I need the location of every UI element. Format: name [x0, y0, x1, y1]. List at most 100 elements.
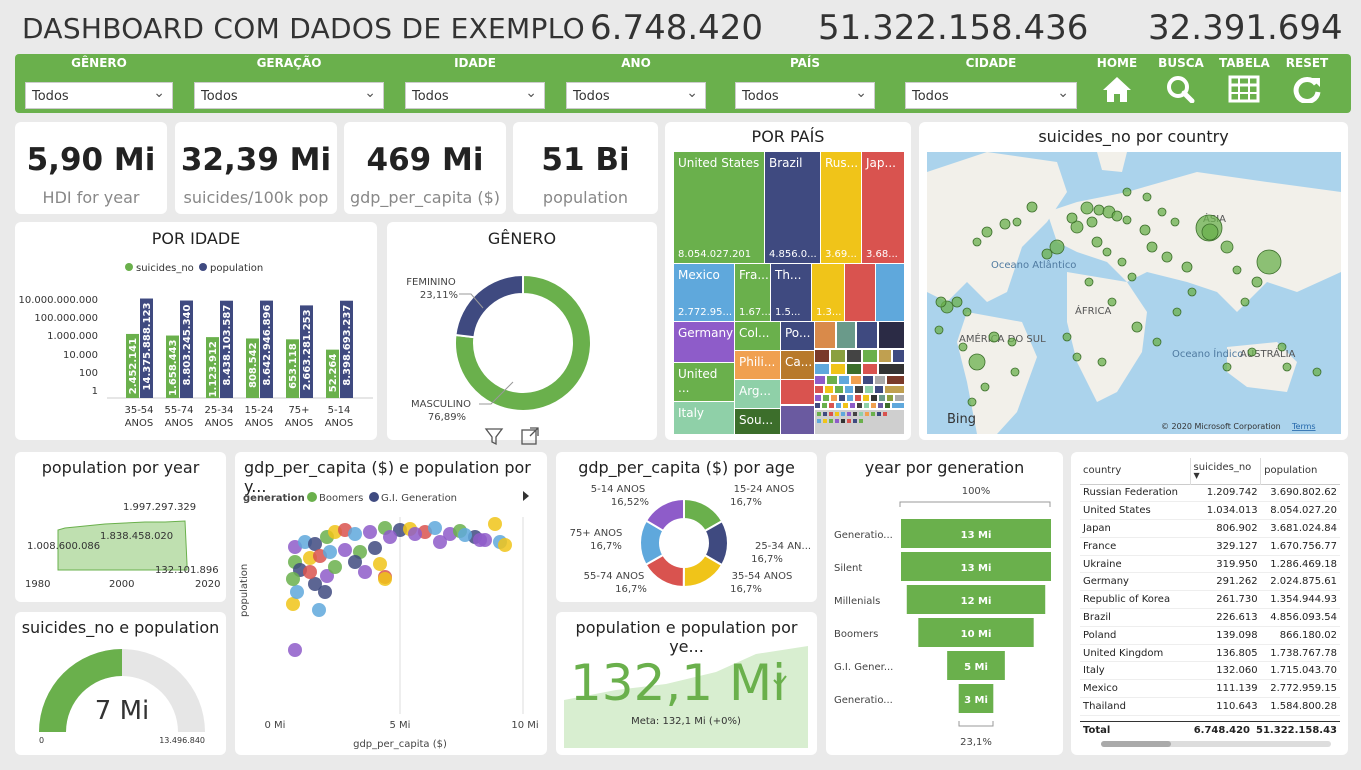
- funnel-bar[interactable]: [947, 651, 1005, 680]
- map-bubble[interactable]: [958, 342, 968, 352]
- map-bubble[interactable]: [1107, 297, 1117, 307]
- idade-bar-population[interactable]: [140, 298, 153, 398]
- map-bubble[interactable]: [951, 296, 963, 308]
- map-bubble[interactable]: [1282, 362, 1292, 372]
- map-bubble[interactable]: [1201, 223, 1219, 241]
- table-row[interactable]: Italy 132.060 1.715.043.70: [1080, 661, 1340, 681]
- idade-bar-suicides_no[interactable]: [286, 339, 299, 398]
- map-bubble[interactable]: [1251, 276, 1263, 288]
- idade-bar-population[interactable]: [260, 300, 273, 398]
- map-bubble[interactable]: [1127, 272, 1137, 282]
- tm-philippines[interactable]: Phili...: [735, 351, 780, 379]
- table-row[interactable]: Germany 291.262 2.024.875.61: [1080, 572, 1340, 592]
- map-bubble[interactable]: [1277, 342, 1287, 352]
- table-row[interactable]: United Kingdom 136.805 1.738.767.78: [1080, 644, 1340, 663]
- filter-icon[interactable]: [484, 426, 504, 446]
- map-bubble[interactable]: [967, 397, 977, 407]
- map-bubble[interactable]: [1062, 332, 1072, 342]
- map-bubble[interactable]: [1222, 362, 1232, 372]
- map-bubble[interactable]: [988, 331, 1000, 343]
- idade-bar-population[interactable]: [220, 300, 233, 398]
- map-bubble[interactable]: [1172, 307, 1182, 317]
- map-bubble[interactable]: [1181, 261, 1193, 273]
- map-bubble[interactable]: [1097, 357, 1107, 367]
- tm-country-9[interactable]: [845, 264, 875, 321]
- idade-bar-population[interactable]: [340, 300, 353, 398]
- map-bubble[interactable]: [972, 237, 982, 247]
- scatter-point[interactable]: [363, 525, 377, 539]
- reset-button[interactable]: RESET: [1282, 56, 1332, 103]
- scatter-point[interactable]: [458, 528, 472, 542]
- scatter-point[interactable]: [328, 560, 342, 574]
- map-bubble[interactable]: [934, 325, 944, 335]
- funnel-bar[interactable]: [901, 519, 1051, 548]
- map-bubble[interactable]: [1093, 204, 1105, 216]
- table-row[interactable]: France 329.127 1.670.756.77: [1080, 537, 1340, 556]
- map-bubble[interactable]: [1157, 207, 1167, 217]
- filter-ano-select[interactable]: Todos ⌄: [566, 82, 706, 109]
- scatter-point[interactable]: [286, 597, 300, 611]
- funnel-bar[interactable]: [918, 618, 1034, 647]
- map-bubble[interactable]: [1049, 239, 1065, 255]
- map-bubble[interactable]: [981, 226, 993, 238]
- horizontal-scrollbar[interactable]: [1101, 741, 1331, 747]
- filter-pais-select[interactable]: Todos ⌄: [735, 82, 875, 109]
- idade-bar-suicides_no[interactable]: [206, 337, 219, 398]
- table-row[interactable]: Mexico 111.139 2.772.959.15: [1080, 679, 1340, 699]
- idade-bar-population[interactable]: [180, 300, 193, 398]
- age-slice[interactable]: [644, 497, 685, 533]
- scatter-point[interactable]: [323, 545, 337, 559]
- scatter-point[interactable]: [288, 643, 302, 657]
- idade-bar-suicides_no[interactable]: [126, 333, 139, 398]
- table-row[interactable]: Thailand 110.643 1.584.800.28: [1080, 697, 1340, 716]
- map-bubble[interactable]: [962, 307, 972, 317]
- tm-thailand[interactable]: Th... 1.5...: [771, 264, 811, 321]
- filter-idade-select[interactable]: Todos ⌄: [405, 82, 545, 109]
- tm-argentina[interactable]: Arg...: [735, 380, 780, 408]
- map-bubble[interactable]: [1312, 367, 1322, 377]
- world-map[interactable]: Oceano Atlântico ÁFRICA AMÉRICA DO SUL O…: [927, 152, 1341, 434]
- genero-slice[interactable]: [454, 273, 592, 412]
- map-bubble[interactable]: [1240, 297, 1250, 307]
- scatter-point[interactable]: [428, 521, 442, 535]
- map-bubble[interactable]: [1066, 212, 1078, 224]
- idade-bar-suicides_no[interactable]: [326, 349, 339, 398]
- map-bubble[interactable]: [1232, 265, 1242, 275]
- scatter-point[interactable]: [303, 565, 317, 579]
- map-bubble[interactable]: [1131, 321, 1143, 333]
- map-bubble[interactable]: [1091, 236, 1103, 248]
- scatter-point[interactable]: [308, 577, 322, 591]
- tm-portugal[interactable]: Po...: [781, 322, 814, 350]
- search-button[interactable]: BUSCA: [1156, 56, 1206, 103]
- tm-united-states[interactable]: United States 8.054.027.201: [674, 152, 764, 263]
- map-bubble[interactable]: [1102, 247, 1112, 257]
- filter-cidade-select[interactable]: Todos ⌄: [905, 82, 1077, 109]
- tm-united-kingdom[interactable]: United ...: [674, 363, 734, 401]
- tm-mexico[interactable]: Mexico 2.772.95...: [674, 264, 734, 321]
- tm-country-8[interactable]: 1.3...: [812, 264, 844, 321]
- scatter-point[interactable]: [320, 569, 334, 583]
- scatter-point[interactable]: [290, 585, 304, 599]
- scatter-point[interactable]: [498, 538, 512, 552]
- tm-germany[interactable]: Germany: [674, 322, 734, 362]
- col-header-population[interactable]: population: [1264, 465, 1318, 477]
- tm-colombia[interactable]: Col...: [735, 322, 780, 350]
- funnel-bar[interactable]: [906, 585, 1046, 614]
- tm-russia[interactable]: Rus... 3.69...: [821, 152, 861, 263]
- map-bubble[interactable]: [1070, 220, 1084, 234]
- table-row[interactable]: Ukraine 319.950 1.286.469.18: [1080, 555, 1340, 574]
- map-terms-link[interactable]: Terms: [1291, 422, 1316, 431]
- scatter-point[interactable]: [338, 543, 352, 557]
- scatter-point[interactable]: [312, 603, 326, 617]
- table-row[interactable]: Russian Federation 1.209.742 3.690.802.62: [1080, 484, 1340, 503]
- tm-country-10[interactable]: [876, 264, 904, 321]
- scrollbar-thumb[interactable]: [1101, 741, 1171, 747]
- map-bubble[interactable]: [1247, 347, 1257, 357]
- scatter-point[interactable]: [378, 572, 392, 586]
- map-bubble[interactable]: [1072, 352, 1082, 362]
- map-bubble[interactable]: [980, 382, 990, 392]
- tm-japan[interactable]: Jap... 3.68...: [862, 152, 904, 263]
- scatter-point[interactable]: [488, 517, 502, 531]
- genero-slice[interactable]: [454, 273, 524, 339]
- map-bubble[interactable]: [1111, 210, 1123, 222]
